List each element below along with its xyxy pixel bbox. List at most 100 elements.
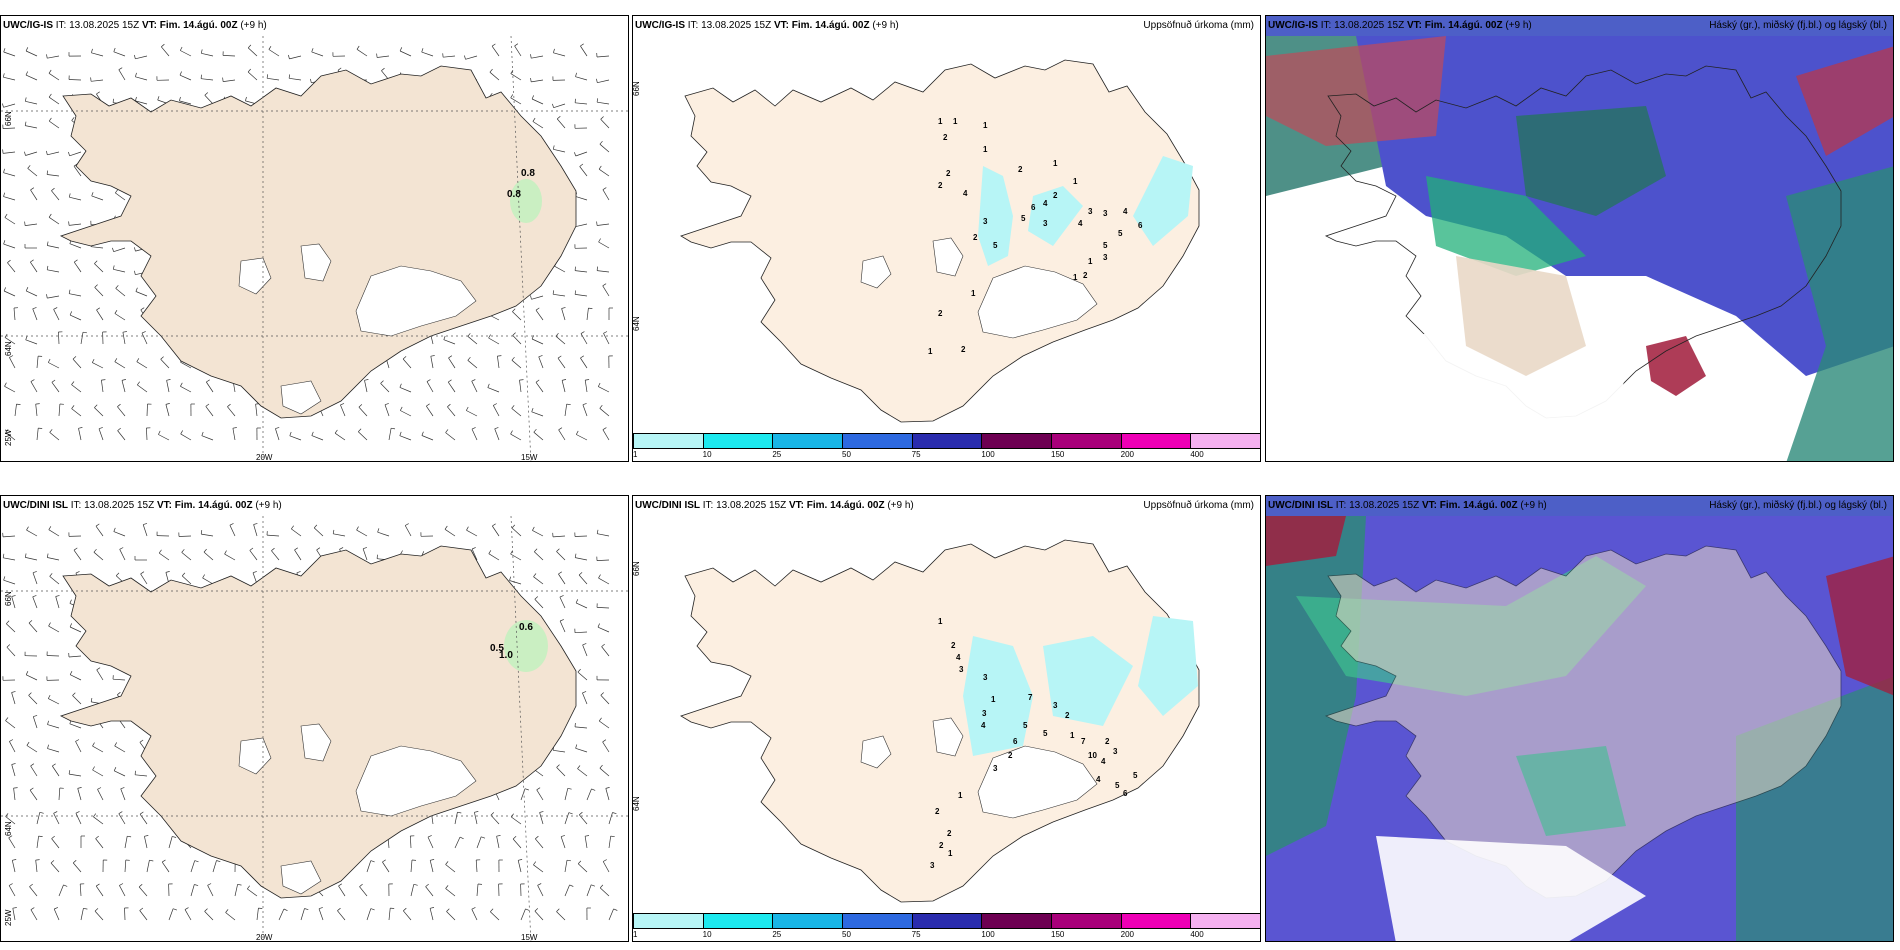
wind-barb-flag [161,43,165,48]
wind-barb-flag [578,572,583,576]
wind-barb [91,195,104,201]
wind-barb [471,428,478,441]
colorbar-tick-label: 200 [1120,450,1135,459]
wind-barb-flag [115,189,118,194]
wind-barb-flag [294,547,298,551]
precip-value: 0.6 [519,622,533,633]
precip-station-value: 5 [993,241,998,250]
wind-barb [333,533,346,537]
wind-barb [531,411,544,417]
glacier-vatnajokull [355,265,477,337]
wind-barb [358,431,368,441]
valid-time: Fim. 14.ágú. 00Z [159,20,238,31]
wind-barb [168,908,174,921]
wind-barb-flag [48,213,52,218]
glacier-vatnajokull [977,265,1098,339]
colorbar-tick-label: 200 [1120,930,1135,939]
wind-barb-flag [204,908,208,912]
wind-barb-flag [247,68,251,73]
mid-cloud-band [1356,36,1893,376]
wind-barb [73,549,82,561]
wind-barb [421,435,434,441]
wind-barb-flag [47,744,49,749]
wind-barb-flag [4,213,8,218]
colorbar-tick-label: 100 [981,450,995,459]
wind-barb [534,551,544,561]
wind-barb-flag [120,787,125,790]
wind-barb-flag [114,310,118,314]
wind-barb-flag [75,739,80,742]
lat-label-66n: 66N [4,111,13,126]
wind-barb-flag [596,221,598,226]
colorbar-tick-label: 75 [911,450,921,459]
wind-barb-flag [569,884,574,887]
wind-barb-flag [291,525,294,530]
wind-barb [7,262,16,273]
wind-barb-flag [313,524,318,529]
wind-barb [253,524,258,537]
precip-station-value: 2 [938,309,943,318]
wind-barb [564,860,568,873]
wind-barb [139,910,148,921]
wind-barb [69,223,82,226]
wind-barb-flag [556,116,561,120]
panel-header: UWC/DINI ISL IT: 13.08.2025 15Z VT: Fim.… [3,500,282,511]
precip-station-value: 1 [1070,731,1075,740]
wind-barb [289,55,302,60]
wind-barb [512,311,522,321]
wind-barb [535,309,544,321]
precip-station-value: 1 [928,347,933,356]
wind-barb-flag [72,356,77,360]
lat-label-64n: 64N [633,796,641,811]
wind-barb-flag [561,307,566,309]
wind-barb [404,525,412,537]
wind-barb [119,549,126,561]
wind-barb [514,45,522,57]
panel-header: UWC/IG-IS IT: 13.08.2025 15Z VT: Fim. 14… [3,20,267,31]
wind-barb-flag [25,47,29,52]
wind-barb [539,812,544,825]
wind-barb-flag [534,548,538,552]
precip-station-value: 4 [1123,207,1128,216]
wind-barb [399,387,412,393]
panel-title: Háský (gr.), miðský (fj.bl.) og lágský (… [1709,20,1887,31]
wind-barb [476,836,482,849]
wind-barb [178,535,192,537]
colorbar-tick-label: 150 [1051,450,1065,459]
precip-station-value: 1 [948,849,953,858]
wind-barb-flag [525,908,530,911]
wind-barb [180,385,192,393]
wind-barb [598,168,610,177]
wind-barb [531,295,544,300]
precip-station-value: 2 [947,829,952,838]
wind-barb-flag [92,742,95,747]
wind-barb-flag [135,287,138,292]
precip-station-value: 4 [981,721,986,730]
wind-barb-flag [316,547,321,551]
wind-barb-flag [613,908,618,911]
wind-barb-flag [599,140,603,145]
precip-station-value: 10 [1088,751,1097,760]
wind-barb [47,151,60,156]
wind-barb-flag [582,691,587,694]
wind-barb [377,531,390,537]
wind-barb [536,789,544,801]
wind-barb-flag [602,283,607,287]
wind-barb [9,357,16,369]
wind-barb-flag [577,668,581,673]
wind-barb [225,912,236,921]
wind-barb [142,524,148,537]
colorbar-cell [702,433,774,449]
colorbar-cell [633,433,704,449]
wind-barb [3,76,16,81]
wind-barb [575,270,588,273]
wind-barb-flag [511,813,514,818]
precip-station-value: 1 [1073,273,1078,282]
wind-barb [596,607,610,609]
wind-barb [490,814,500,825]
wind-barb [311,435,324,441]
vt-label: VT: [773,20,789,31]
wind-barb [556,118,566,129]
wind-barb-flag [580,331,585,334]
wind-barb-flag [200,530,203,535]
